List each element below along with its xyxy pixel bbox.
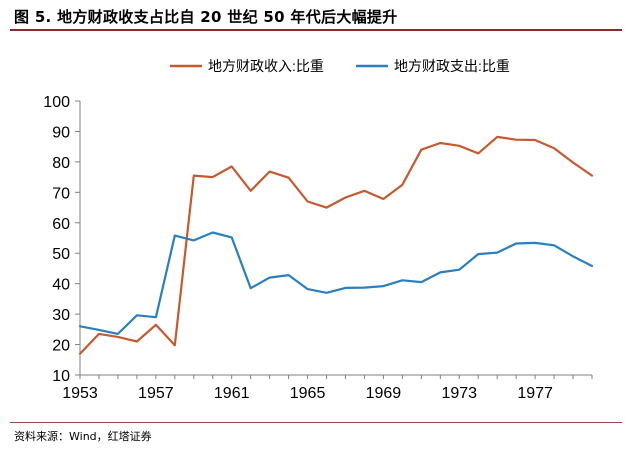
legend: 地方财政收入:比重 地方财政支出:比重 <box>170 58 510 74</box>
x-tick-label: 1973 <box>441 385 477 402</box>
series-group <box>78 135 594 355</box>
x-tick-label: 1969 <box>366 385 402 402</box>
y-tick-label: 60 <box>52 216 70 233</box>
y-tick-label: 90 <box>52 124 70 141</box>
x-tick-label: 1961 <box>214 385 250 402</box>
x-tick-label: 1977 <box>517 385 553 402</box>
title-rule <box>10 29 622 31</box>
x-tick-label: 1957 <box>138 385 174 402</box>
series-line-income <box>78 135 594 355</box>
y-tick-label: 20 <box>52 338 70 355</box>
y-tick-label: 30 <box>52 307 70 324</box>
source-note: 资料来源：Wind，红塔证券 <box>14 430 152 443</box>
series-line-expenditure <box>78 231 594 335</box>
footer-rule <box>10 422 622 423</box>
x-tick-label: 1953 <box>62 385 98 402</box>
figure-title: 图 5. 地方财政收支占比自 20 世纪 50 年代后大幅提升 <box>14 8 398 26</box>
line-chart: 地方财政收入:比重 地方财政支出:比重 10 20 30 40 50 60 70 80 90 100… <box>43 58 594 402</box>
y-tick-label: 40 <box>52 277 70 294</box>
axes: 10 20 30 40 50 60 70 80 90 100 1953 1957 1961 1965 196… <box>43 94 593 402</box>
y-tick-label: 80 <box>52 155 70 172</box>
y-tick-label: 10 <box>52 368 70 385</box>
legend-label-income: 地方财政收入:比重 <box>208 58 324 74</box>
y-tick-label: 50 <box>52 246 70 263</box>
x-tick-label: 1965 <box>290 385 326 402</box>
legend-label-expenditure: 地方财政支出:比重 <box>394 58 510 74</box>
y-tick-label: 70 <box>52 185 70 202</box>
y-tick-label: 100 <box>43 94 70 111</box>
